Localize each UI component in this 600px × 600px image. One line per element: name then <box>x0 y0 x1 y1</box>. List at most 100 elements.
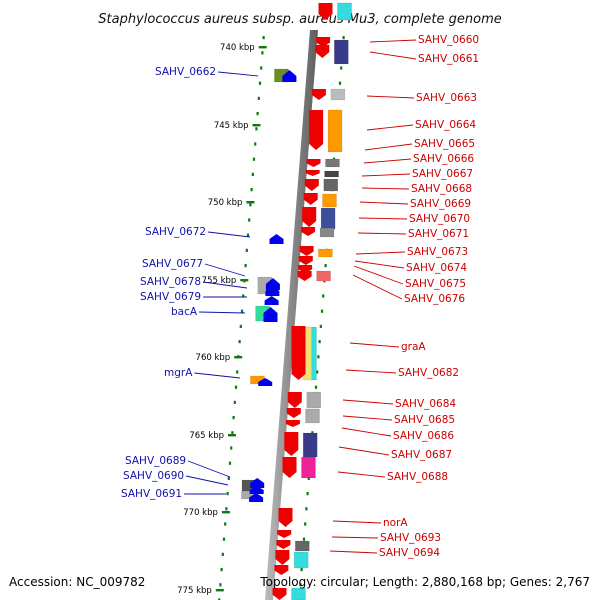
inner-dot <box>224 522 227 526</box>
right-gene-label: SAHV_0673 <box>407 246 468 258</box>
feature-bar <box>325 158 340 168</box>
forward-cds-arrow <box>287 392 302 408</box>
forward-cds-arrow <box>297 271 312 281</box>
feature-bar <box>320 207 336 230</box>
forward-cds-arrow <box>316 37 331 47</box>
forward-cds-arrow <box>309 110 324 150</box>
forward-cds-arrow <box>298 256 313 265</box>
left-gene-label: SAHV_0690 <box>123 470 184 482</box>
kbp-tick <box>234 356 243 359</box>
inner-dot <box>244 264 247 268</box>
outer-dot <box>299 583 302 587</box>
right-gene-label: norA <box>383 517 408 529</box>
left-leader-line <box>218 71 259 77</box>
outer-dot <box>306 492 309 496</box>
forward-cds-arrow <box>315 45 330 58</box>
left-leader-line <box>203 281 248 289</box>
gene-labels: SAHV_0662 SAHV_0672 SAHV_0677 SAHV_0678 SAHV… <box>121 34 479 559</box>
right-leader-line <box>355 251 406 255</box>
right-gene-label: SAHV_0694 <box>379 547 440 559</box>
right-leader-line <box>358 217 408 220</box>
reverse-cds-arrow <box>265 278 280 290</box>
reverse-cds-arrow <box>282 70 297 82</box>
inner-dot <box>257 96 260 100</box>
map-title: Staphylococcus aureus subsp. aureus Mu3,… <box>98 12 502 27</box>
kbp-tick <box>215 589 224 592</box>
left-leader-line <box>199 311 246 314</box>
feature-bar <box>337 2 352 21</box>
forward-cds-arrow <box>302 207 317 227</box>
inner-dot <box>258 81 262 85</box>
kbp-tick <box>258 46 267 49</box>
inner-dot <box>252 157 256 161</box>
feature-bar <box>316 270 331 282</box>
topology-text: Topology: circular; Length: 2,880,168 bp… <box>259 575 590 589</box>
reverse-cds-arrow <box>263 307 278 322</box>
inner-dot <box>220 568 223 572</box>
reverse-cds-arrow <box>258 378 273 386</box>
inner-dot <box>254 142 257 146</box>
kbp-label: 755 kbp <box>202 276 237 286</box>
right-leader-line <box>353 265 404 285</box>
right-gene-label: graA <box>401 341 426 353</box>
feature-bar <box>305 408 320 424</box>
feature-bar <box>302 432 318 458</box>
feature-bar <box>306 391 322 409</box>
outer-dot <box>311 431 314 435</box>
outer-dot <box>316 370 319 374</box>
right-gene-label: SAHV_0682 <box>398 367 459 379</box>
kbp-label: 765 kbp <box>189 431 224 441</box>
forward-cds-arrow <box>282 457 297 478</box>
right-gene-label: SAHV_0671 <box>408 228 469 240</box>
feature-bar <box>293 551 309 569</box>
inner-dot <box>233 400 236 404</box>
reverse-cds-arrow <box>249 493 264 502</box>
right-gene-label: SAHV_0663 <box>416 92 477 104</box>
feature-bar <box>322 193 337 208</box>
right-leader-line <box>369 39 417 43</box>
feature-bar <box>295 540 310 552</box>
inner-dot <box>246 233 250 237</box>
genome-backbone <box>265 30 318 600</box>
outer-dot <box>300 568 303 572</box>
inner-dot <box>260 66 263 70</box>
outer-dot <box>338 81 342 85</box>
right-gene-label: SAHV_0665 <box>414 138 475 150</box>
reverse-cds-arrow <box>264 296 279 305</box>
right-gene-label: SAHV_0675 <box>405 278 466 290</box>
feature-bars <box>241 2 352 600</box>
outer-dot <box>342 36 345 40</box>
cds-arrows <box>249 3 333 600</box>
inner-dot <box>226 492 229 496</box>
inner-dot <box>234 385 238 389</box>
forward-cds-arrow <box>278 508 293 527</box>
feature-bar <box>318 248 333 258</box>
kbp-label: 750 kbp <box>208 198 243 208</box>
inner-dot <box>230 446 233 450</box>
forward-cds-arrow <box>285 420 300 427</box>
label-leaders <box>184 39 417 554</box>
right-leader-line <box>342 399 394 405</box>
right-leader-line <box>337 471 386 478</box>
forward-cds-arrow <box>311 89 326 100</box>
right-leader-line <box>329 550 378 554</box>
right-gene-label: SAHV_0670 <box>409 213 470 225</box>
outer-dot <box>319 324 322 328</box>
inner-dot <box>250 188 253 192</box>
inner-dot <box>242 294 245 298</box>
right-leader-line <box>357 232 407 235</box>
kbp-tick <box>246 201 255 204</box>
right-leader-line <box>363 158 412 164</box>
left-leader-line <box>194 372 241 379</box>
kbp-tick <box>252 124 261 127</box>
forward-cds-arrow <box>286 408 301 418</box>
inner-dot <box>255 127 258 131</box>
inner-dot <box>227 476 230 480</box>
inner-dot <box>218 598 221 600</box>
right-leader-line <box>338 446 390 456</box>
feature-bar <box>323 178 339 192</box>
right-gene-label: SAHV_0669 <box>410 198 471 210</box>
left-gene-label: bacA <box>171 306 198 318</box>
feature-bar <box>327 109 343 153</box>
